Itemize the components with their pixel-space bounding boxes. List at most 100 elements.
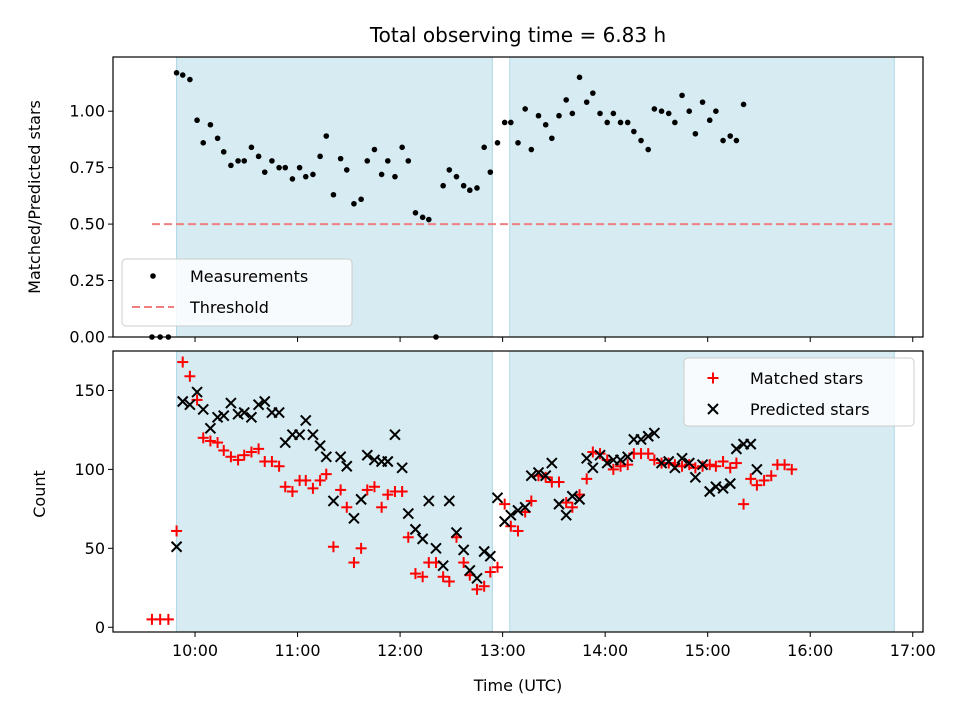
y-axis-ticks: 0.00 0.25 0.50 0.75 1.00 (69, 102, 113, 347)
measurement-point (248, 144, 255, 151)
measurement-point (343, 167, 350, 173)
matched-point (786, 463, 798, 475)
y-tick-label: 100 (74, 460, 105, 479)
predicted-point (300, 414, 312, 427)
legend-label-threshold: Threshold (189, 298, 269, 317)
predicted-point (614, 454, 627, 466)
predicted-point (525, 470, 538, 482)
predicted-point (648, 427, 661, 439)
measurement-point (467, 187, 473, 194)
x-stroke-b (512, 504, 524, 517)
y-tick-label: 0.25 (69, 271, 105, 290)
measurement-point (282, 164, 289, 171)
predicted-point (745, 438, 757, 450)
x-stroke-b (471, 572, 483, 585)
measurement-point (713, 108, 719, 114)
measurement-point (228, 162, 234, 169)
matched-point (491, 561, 503, 573)
measurement-point (384, 158, 391, 164)
legend-label-predicted: Predicted stars (750, 400, 870, 419)
x-stroke-b (704, 485, 716, 498)
matched-point (525, 495, 537, 507)
legend-plus (707, 372, 719, 384)
measurement-point (645, 146, 652, 153)
x-stroke-b (580, 452, 593, 465)
predicted-point (457, 544, 470, 556)
legend-marker-measurements (150, 273, 156, 279)
x-stroke-b (341, 460, 353, 472)
predicted-point (416, 533, 429, 545)
matched-point (335, 484, 347, 496)
predicted-point (546, 457, 558, 469)
measurement-point (487, 169, 494, 175)
predicted-point (471, 572, 483, 585)
measurement-point (207, 121, 214, 128)
matched-point (581, 473, 593, 485)
x-tick-label: 15:00 (685, 641, 731, 660)
measurement-point (638, 137, 644, 144)
x-stroke-b (402, 507, 414, 520)
matched-point (266, 456, 278, 468)
measurement-point (535, 112, 542, 119)
measurement-point (686, 108, 693, 114)
x-stroke-b (348, 512, 360, 525)
x-stroke-b (478, 545, 490, 558)
predicted-point (327, 495, 340, 507)
x-stroke-b (655, 457, 668, 469)
predicted-point (423, 495, 435, 507)
x-stroke-b (184, 398, 196, 411)
predicted-point (238, 406, 250, 419)
measurement-point (569, 110, 576, 117)
matched-point (458, 557, 470, 569)
x-stroke-b (573, 493, 586, 506)
measurement-point (194, 117, 200, 124)
matched-point (745, 473, 757, 485)
measurement-point (651, 106, 658, 112)
matched-point (279, 481, 291, 493)
x-stroke-b (204, 422, 217, 435)
x-stroke-b (696, 458, 709, 471)
measurement-point (706, 117, 713, 124)
measurement-point (399, 144, 405, 151)
predicted-point (225, 397, 237, 409)
y-tick-label: 150 (74, 381, 105, 400)
predicted-point (191, 386, 203, 398)
matched-point (382, 489, 394, 501)
x-stroke-b (484, 550, 497, 562)
x-stroke-b (252, 398, 265, 411)
measurement-point (699, 99, 706, 105)
x-stroke-b (642, 430, 654, 442)
matched-point (402, 531, 414, 543)
x-tick-label: 11:00 (275, 641, 321, 660)
matched-star-points (146, 356, 798, 625)
measurement-point (412, 210, 419, 216)
matched-point (594, 448, 606, 460)
predicted-point (669, 462, 681, 474)
y-axis-ticks: 0 50 100 150 (74, 381, 113, 637)
x-tick-label: 12:00 (377, 641, 423, 660)
x-stroke-b (293, 428, 306, 441)
measurement-point (556, 112, 562, 119)
x-stroke-b (314, 440, 326, 452)
x-stroke-b (170, 541, 183, 553)
y-axis-label: Matched/Predicted stars (25, 100, 44, 294)
measurement-point (317, 153, 323, 160)
predicted-point (573, 493, 586, 506)
matched-point (710, 460, 722, 472)
matched-point (204, 435, 216, 447)
x-stroke-b (546, 457, 558, 469)
measurement-point (528, 146, 535, 153)
x-stroke-b (519, 501, 531, 513)
matched-point (560, 497, 572, 509)
y-tick-label: 50 (85, 539, 105, 558)
x-stroke-b (320, 451, 332, 463)
measurement-point (665, 110, 672, 117)
predicted-point (170, 541, 183, 553)
predicted-point (382, 455, 394, 468)
x-stroke-b (355, 493, 367, 506)
x-stroke-b (730, 443, 743, 455)
x-stroke-b (218, 410, 230, 422)
measurement-point (515, 140, 521, 146)
x-stroke-b (553, 498, 565, 510)
x-stroke-b (676, 452, 688, 465)
